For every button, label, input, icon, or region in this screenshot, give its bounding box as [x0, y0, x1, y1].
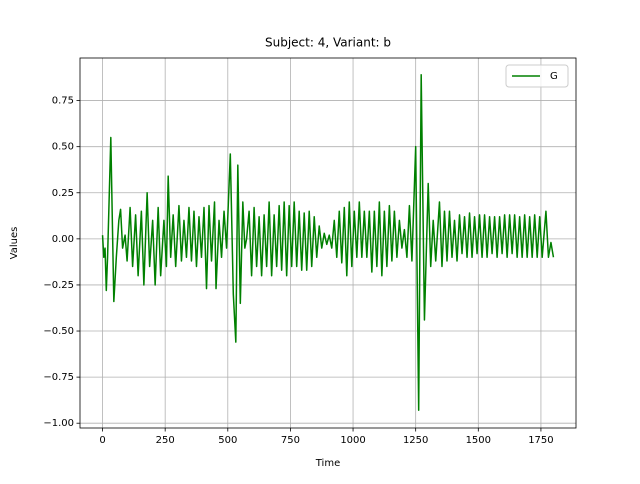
x-tick-label: 0 [99, 435, 105, 446]
y-tick-label: −0.50 [43, 326, 74, 337]
y-axis-label: Values [9, 227, 20, 260]
x-tick-label: 1000 [340, 435, 365, 446]
x-tick-label: 1750 [528, 435, 553, 446]
chart-title: Subject: 4, Variant: b [265, 36, 391, 50]
plot-frame [79, 57, 577, 429]
legend-label: G [550, 71, 558, 82]
data-line [101, 74, 555, 412]
x-tick-label: 1500 [466, 435, 491, 446]
y-tick-label: 0.00 [52, 234, 74, 245]
y-tick-label: −1.00 [43, 418, 74, 429]
y-tick-label: −0.25 [43, 280, 74, 291]
y-tick-label: 0.25 [52, 188, 74, 199]
y-tick-label: 0.75 [52, 96, 74, 107]
x-axis-label: Time [315, 458, 340, 469]
x-tick-label: 1250 [403, 435, 428, 446]
y-tick-label: 0.50 [52, 142, 74, 153]
y-tick-label: −0.75 [43, 372, 74, 383]
x-tick-label: 500 [218, 435, 237, 446]
x-tick-label: 250 [156, 435, 175, 446]
x-tick-label: 750 [281, 435, 300, 446]
